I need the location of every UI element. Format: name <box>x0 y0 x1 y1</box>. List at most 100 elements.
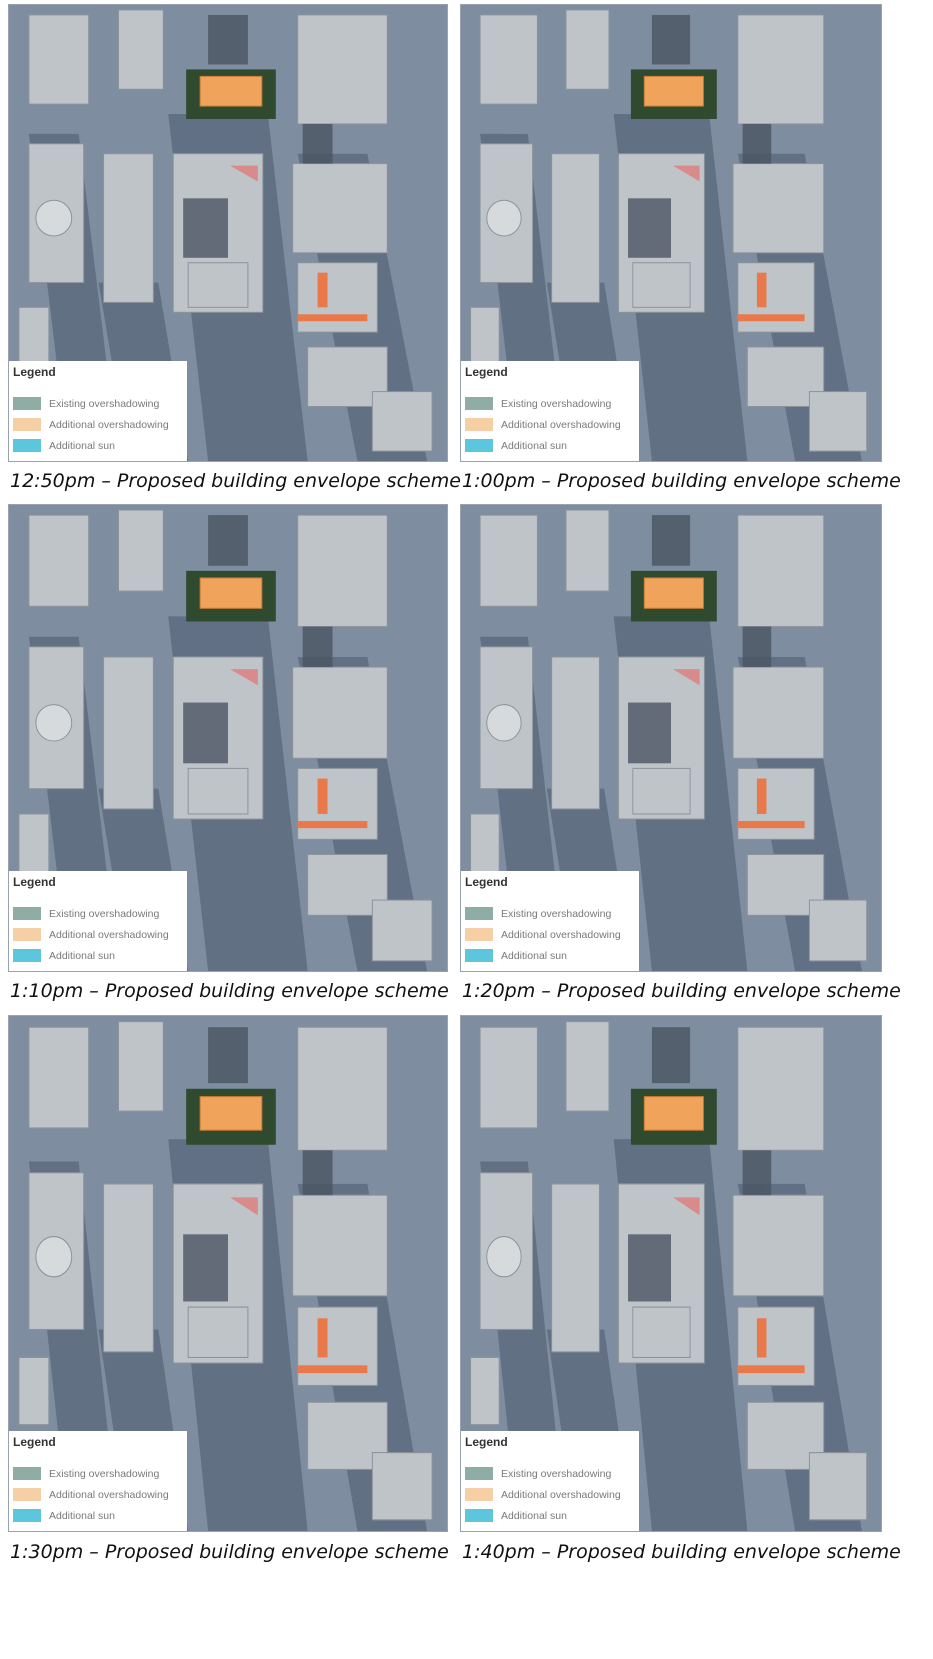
buildings <box>18 9 433 452</box>
rooftop-red-accent <box>672 669 700 686</box>
aerial-shadow-map: Legend Existing overshadowing Additional… <box>8 504 448 972</box>
aerial-shadow-map: Legend Existing overshadowing Additional… <box>8 1015 448 1532</box>
dark-roofs <box>183 515 333 764</box>
additional-overshadowing-areas <box>297 272 368 322</box>
legend-item-existing-overshadowing: Existing overshadowing <box>465 1463 635 1484</box>
panel-caption: 1:10pm – Proposed building envelope sche… <box>10 980 449 1002</box>
legend-label: Existing overshadowing <box>501 907 612 920</box>
legend-label: Additional sun <box>501 949 567 962</box>
legend-swatch <box>13 907 41 920</box>
legend-swatch <box>465 439 493 452</box>
dark-roofs <box>628 14 772 258</box>
legend-title: Legend <box>465 1435 508 1449</box>
legend-swatch <box>465 949 493 962</box>
legend-title: Legend <box>13 365 56 379</box>
legend-label: Additional sun <box>501 1509 567 1522</box>
legend-box: Legend Existing overshadowing Additional… <box>9 871 187 971</box>
aerial-shadow-map: Legend Existing overshadowing Additional… <box>8 4 448 462</box>
legend-box: Legend Existing overshadowing Additional… <box>9 361 187 461</box>
legend-item-existing-overshadowing: Existing overshadowing <box>13 903 183 924</box>
legend-label: Existing overshadowing <box>49 1467 160 1480</box>
legend-swatch <box>465 418 493 431</box>
rooftop-red-accent <box>672 1197 700 1216</box>
legend-box: Legend Existing overshadowing Additional… <box>9 1431 187 1531</box>
dark-roofs <box>183 1027 333 1302</box>
legend-label: Additional overshadowing <box>49 1488 169 1501</box>
legend-item-existing-overshadowing: Existing overshadowing <box>465 903 635 924</box>
legend-item-additional-overshadowing: Additional overshadowing <box>13 924 183 945</box>
round-tower <box>35 704 73 742</box>
proposed-envelope <box>643 75 704 107</box>
panel-caption: 1:40pm – Proposed building envelope sche… <box>462 1541 901 1563</box>
proposed-envelope <box>199 75 263 107</box>
round-tower <box>486 1235 522 1278</box>
legend-item-additional-overshadowing: Additional overshadowing <box>13 414 183 435</box>
legend-swatch <box>13 397 41 410</box>
legend-swatch <box>13 1509 41 1522</box>
aerial-shadow-map: Legend Existing overshadowing Additional… <box>460 504 882 972</box>
legend-title: Legend <box>13 875 56 889</box>
dark-roofs <box>628 1027 772 1302</box>
round-tower <box>486 199 522 237</box>
legend-box: Legend Existing overshadowing Additional… <box>461 361 639 461</box>
panel-caption: 1:20pm – Proposed building envelope sche… <box>462 980 901 1002</box>
legend-item-additional-overshadowing: Additional overshadowing <box>465 414 635 435</box>
legend-label: Additional overshadowing <box>49 418 169 431</box>
legend-item-existing-overshadowing: Existing overshadowing <box>465 393 635 414</box>
panel-caption: 12:50pm – Proposed building envelope sch… <box>10 470 461 492</box>
legend-swatch <box>13 949 41 962</box>
legend-swatch <box>13 1488 41 1501</box>
legend-label: Existing overshadowing <box>49 907 160 920</box>
additional-overshadowing-areas <box>737 272 805 322</box>
additional-overshadowing-areas <box>297 778 368 829</box>
proposed-envelope <box>643 577 704 609</box>
legend-title: Legend <box>13 1435 56 1449</box>
legend-item-additional-sun: Additional sun <box>465 435 635 456</box>
legend-swatch <box>465 1509 493 1522</box>
round-tower <box>35 199 73 237</box>
legend-title: Legend <box>465 875 508 889</box>
legend-swatch <box>13 1467 41 1480</box>
city-block-render <box>461 5 881 461</box>
legend-item-additional-sun: Additional sun <box>465 945 635 966</box>
legend-swatch <box>13 439 41 452</box>
additional-overshadowing-areas <box>737 1318 805 1374</box>
legend-label: Additional sun <box>49 439 115 452</box>
dark-roofs <box>183 14 333 258</box>
legend-label: Additional overshadowing <box>501 418 621 431</box>
legend-item-additional-sun: Additional sun <box>13 435 183 456</box>
legend-label: Additional overshadowing <box>501 1488 621 1501</box>
proposed-envelope <box>199 577 263 609</box>
aerial-shadow-map: Legend Existing overshadowing Additional… <box>460 1015 882 1532</box>
legend-label: Additional overshadowing <box>49 928 169 941</box>
legend-label: Additional overshadowing <box>501 928 621 941</box>
legend-swatch <box>13 928 41 941</box>
panel-caption: 1:30pm – Proposed building envelope sche… <box>10 1541 449 1563</box>
round-tower <box>35 1235 73 1278</box>
legend-label: Existing overshadowing <box>501 1467 612 1480</box>
legend-label: Additional sun <box>49 1509 115 1522</box>
panel-caption: 1:00pm – Proposed building envelope sche… <box>462 470 901 492</box>
legend-swatch <box>13 418 41 431</box>
legend-item-existing-overshadowing: Existing overshadowing <box>13 1463 183 1484</box>
buildings <box>470 1021 868 1521</box>
dark-roofs <box>628 515 772 764</box>
legend-box: Legend Existing overshadowing Additional… <box>461 1431 639 1531</box>
legend-item-additional-overshadowing: Additional overshadowing <box>465 924 635 945</box>
legend-item-existing-overshadowing: Existing overshadowing <box>13 393 183 414</box>
proposed-envelope <box>199 1096 263 1131</box>
legend-label: Additional sun <box>49 949 115 962</box>
legend-item-additional-overshadowing: Additional overshadowing <box>465 1484 635 1505</box>
legend-title: Legend <box>465 365 508 379</box>
legend-item-additional-sun: Additional sun <box>13 945 183 966</box>
legend-swatch <box>465 1467 493 1480</box>
legend-label: Additional sun <box>501 439 567 452</box>
legend-swatch <box>465 1488 493 1501</box>
rooftop-red-accent <box>672 165 700 182</box>
additional-overshadowing-areas <box>297 1318 368 1374</box>
proposed-envelope <box>643 1096 704 1131</box>
legend-label: Existing overshadowing <box>49 397 160 410</box>
legend-item-additional-sun: Additional sun <box>465 1505 635 1526</box>
legend-box: Legend Existing overshadowing Additional… <box>461 871 639 971</box>
rooftop-red-accent <box>229 1197 258 1216</box>
